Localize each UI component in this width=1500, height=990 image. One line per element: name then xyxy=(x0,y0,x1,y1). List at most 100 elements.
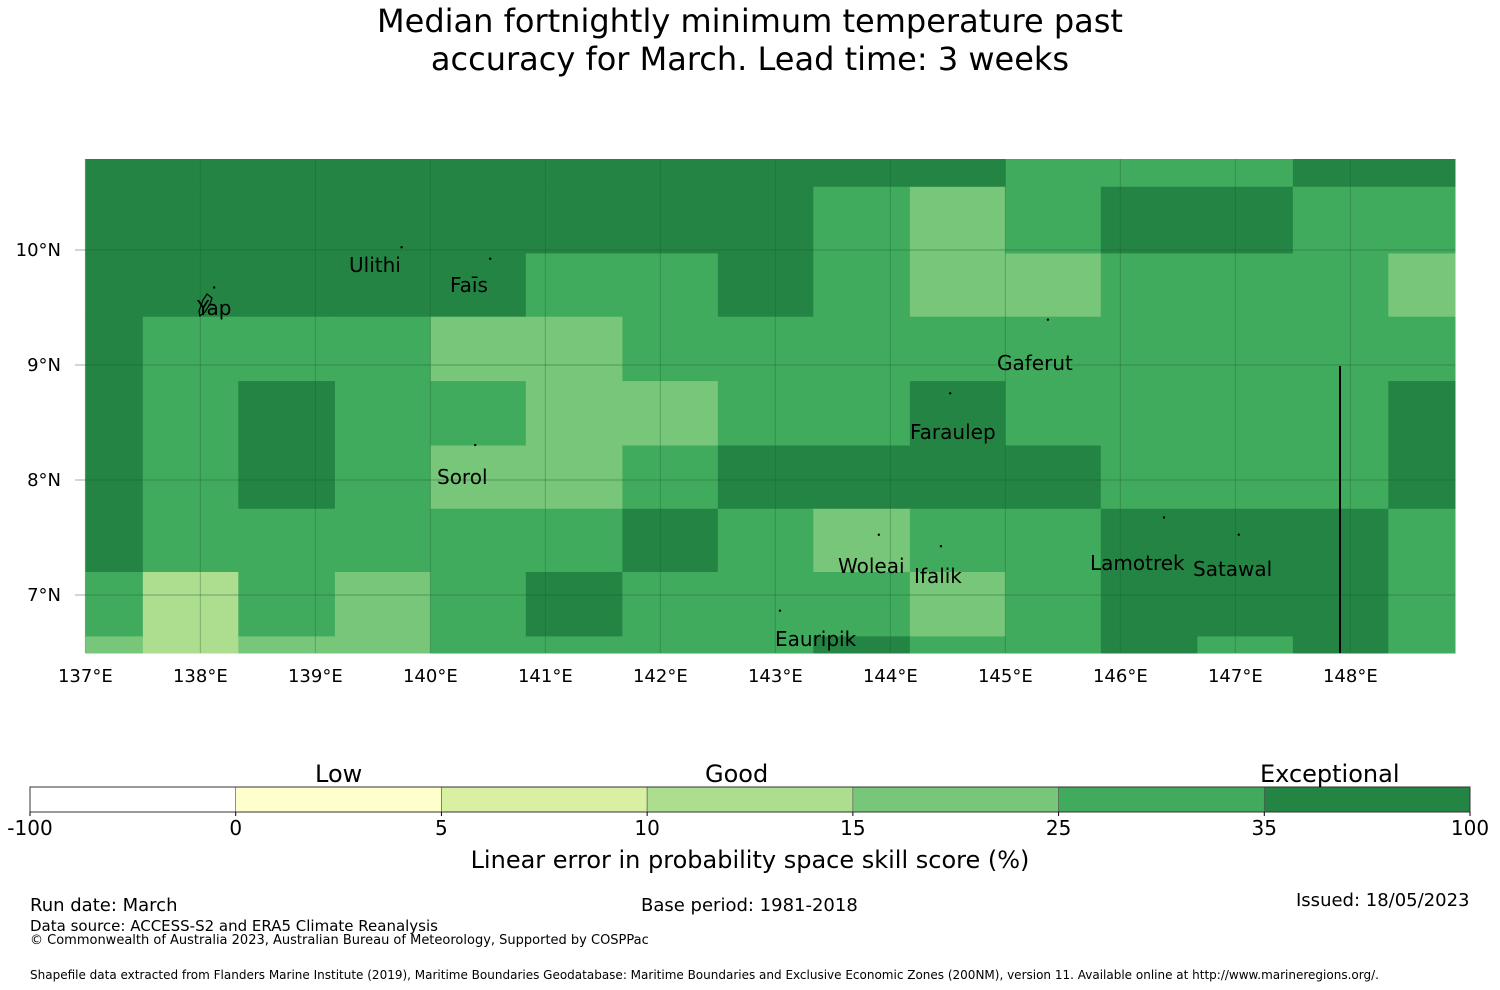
title-line-1: Median fortnightly minimum temperature p… xyxy=(377,2,1123,40)
place-label-woleai: Woleai xyxy=(838,554,905,578)
grid-cell xyxy=(334,316,431,382)
grid-cell xyxy=(1005,253,1102,318)
island-marker xyxy=(1237,533,1241,536)
title-line-2: accuracy for March. Lead time: 3 weeks xyxy=(430,40,1070,78)
longitude-tick-label: 145°E xyxy=(978,666,1033,687)
grid-cell xyxy=(622,159,719,188)
grid-cell xyxy=(1005,381,1102,446)
longitude-tick-label: 137°E xyxy=(58,666,113,687)
data-source: Data source: ACCESS-S2 and ERA5 Climate … xyxy=(30,917,438,935)
grid-cell xyxy=(334,636,431,654)
grid-cell xyxy=(525,159,623,188)
grid-cell xyxy=(909,572,1006,637)
grid-cell xyxy=(1100,253,1198,318)
grid-cell xyxy=(1388,253,1456,318)
issued-date: Issued: 18/05/2023 xyxy=(1296,890,1470,911)
grid-cell xyxy=(1197,381,1294,446)
grid-cell xyxy=(1005,316,1102,382)
grid-cell xyxy=(430,508,527,573)
place-label-satawal: Satawal xyxy=(1193,557,1272,581)
place-label-yap: Yap xyxy=(196,296,231,320)
grid-cell xyxy=(813,159,911,188)
island-marker xyxy=(212,286,216,289)
grid-cell xyxy=(85,186,144,254)
grid-cell xyxy=(909,159,1006,188)
grid-cell xyxy=(430,159,527,188)
grid-cell xyxy=(813,508,911,573)
shapefile-credit: Shapefile data extracted from Flanders M… xyxy=(30,968,1379,982)
island-marker xyxy=(877,533,881,536)
longitude-tick-label: 146°E xyxy=(1093,666,1148,687)
grid-cell xyxy=(238,186,336,254)
chart-title: Median fortnightly minimum temperature p… xyxy=(0,2,1500,78)
base-period: Base period: 1981-2018 xyxy=(641,895,858,916)
colorbar-tick-label: 25 xyxy=(1046,816,1071,840)
grid-cell xyxy=(1197,159,1294,188)
colorbar-tick-label: -100 xyxy=(7,816,52,840)
grid-cell xyxy=(430,636,527,654)
grid-cell xyxy=(622,636,719,654)
grid-cell xyxy=(909,381,1006,446)
grid-cell xyxy=(1100,186,1198,254)
grid-cell xyxy=(1100,572,1198,637)
grid-cell xyxy=(717,636,814,654)
grid-cell xyxy=(85,253,144,318)
grid-cell xyxy=(1005,159,1102,188)
grid-cell xyxy=(813,316,911,382)
grid-cell xyxy=(334,508,431,573)
colorbar-bin xyxy=(235,786,442,813)
island-shape-yap xyxy=(198,293,213,318)
grid-cell xyxy=(1100,508,1198,573)
grid-cell xyxy=(717,381,814,446)
longitude-tick-label: 144°E xyxy=(863,666,918,687)
grid-cell xyxy=(1292,159,1389,188)
grid-cell xyxy=(1388,572,1456,637)
grid-cell xyxy=(1005,572,1102,637)
grid-cell xyxy=(813,253,911,318)
grid-cell xyxy=(430,572,527,637)
grid-cell xyxy=(1388,159,1456,188)
place-label-sorol: Sorol xyxy=(437,465,488,489)
grid-cell xyxy=(238,636,336,654)
island-marker xyxy=(1162,516,1166,519)
grid-cell xyxy=(334,381,431,446)
colorbar-outline xyxy=(29,786,1471,813)
grid-cell xyxy=(717,159,814,188)
grid-cell xyxy=(813,381,911,446)
grid-cell xyxy=(909,636,1006,654)
place-label-eauripik: Eauripik xyxy=(775,627,857,651)
grid-cell xyxy=(1100,159,1198,188)
latitude-tick-label: 7°N xyxy=(27,585,61,606)
latitude-tick-label: 10°N xyxy=(16,240,61,261)
grid-cell xyxy=(1100,316,1198,382)
grid-cell xyxy=(142,572,239,637)
grid-cell xyxy=(909,508,1006,573)
grid-cell xyxy=(525,381,623,446)
grid-cell xyxy=(1100,445,1198,510)
grid-cell xyxy=(142,186,239,254)
grid-cell xyxy=(430,381,527,446)
longitude-tick-label: 141°E xyxy=(518,666,573,687)
run-date: Run date: March xyxy=(30,895,178,916)
grid-cell xyxy=(85,381,144,446)
grid-cell xyxy=(1388,445,1456,510)
longitude-tick-label: 143°E xyxy=(748,666,803,687)
place-labels: Ulithi Faīs Yap Gaferut Faraulep Sorol W… xyxy=(196,253,1272,651)
grid-cell xyxy=(430,316,527,382)
grid-cell xyxy=(142,445,239,510)
grid-cell xyxy=(238,445,336,510)
grid-cell xyxy=(1197,445,1294,510)
grid-cell xyxy=(1100,636,1198,654)
grid-cell xyxy=(525,636,623,654)
longitude-tick-label: 139°E xyxy=(288,666,343,687)
grid-cell xyxy=(525,316,623,382)
colorbar-tick-label: 35 xyxy=(1252,816,1277,840)
skill-grid xyxy=(85,159,1456,654)
grid-cell xyxy=(85,636,144,654)
grid-cell xyxy=(334,445,431,510)
colorbar-tick-label: 10 xyxy=(634,816,659,840)
legend-category-exceptional: Exceptional xyxy=(1260,760,1400,788)
grid-cell xyxy=(622,508,719,573)
colorbar-bin xyxy=(1058,786,1265,813)
